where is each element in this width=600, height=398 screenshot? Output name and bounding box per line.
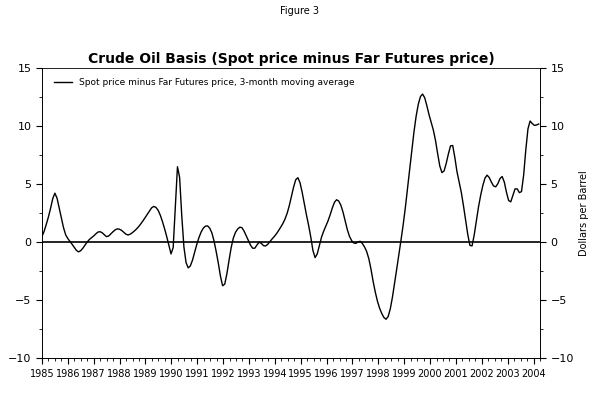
Y-axis label: Dollars per Barrel: Dollars per Barrel bbox=[580, 170, 589, 256]
Text: Figure 3: Figure 3 bbox=[281, 6, 320, 16]
Legend: Spot price minus Far Futures price, 3-month moving average: Spot price minus Far Futures price, 3-mo… bbox=[52, 75, 358, 90]
Title: Crude Oil Basis (Spot price minus Far Futures price): Crude Oil Basis (Spot price minus Far Fu… bbox=[88, 53, 494, 66]
